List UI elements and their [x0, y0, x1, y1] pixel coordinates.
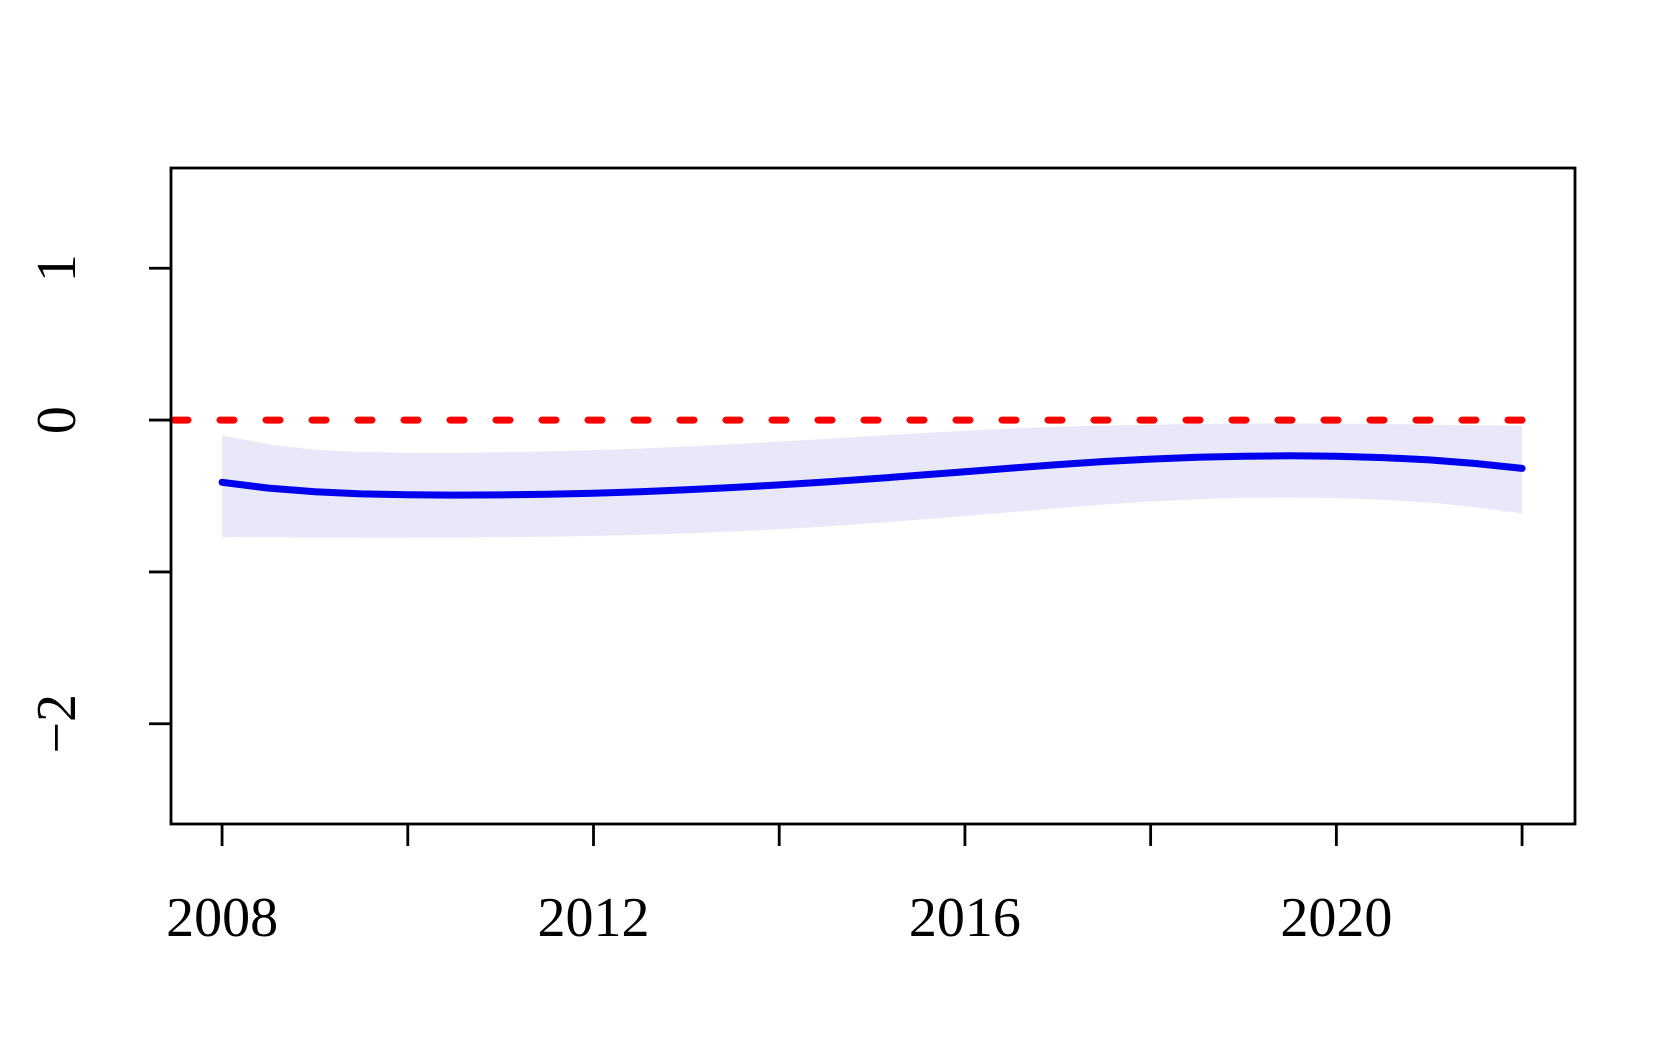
x-axis-tick-label: 2008 — [166, 887, 278, 949]
y-axis-tick-label: 1 — [26, 254, 88, 282]
y-axis-tick-label: 0 — [26, 406, 88, 434]
x-axis-tick-label: 2012 — [538, 887, 650, 949]
x-axis-tick-label: 2020 — [1280, 887, 1392, 949]
y-axis-tick-label: −2 — [26, 694, 88, 754]
smooth-fit — [218, 452, 1526, 499]
x-axis-tick-label: 2016 — [909, 887, 1021, 949]
x-axis: 2008 2012 2016 2020 — [166, 824, 1524, 949]
y-axis: 1 0 −2 — [26, 254, 171, 754]
plot-border — [169, 166, 1577, 826]
